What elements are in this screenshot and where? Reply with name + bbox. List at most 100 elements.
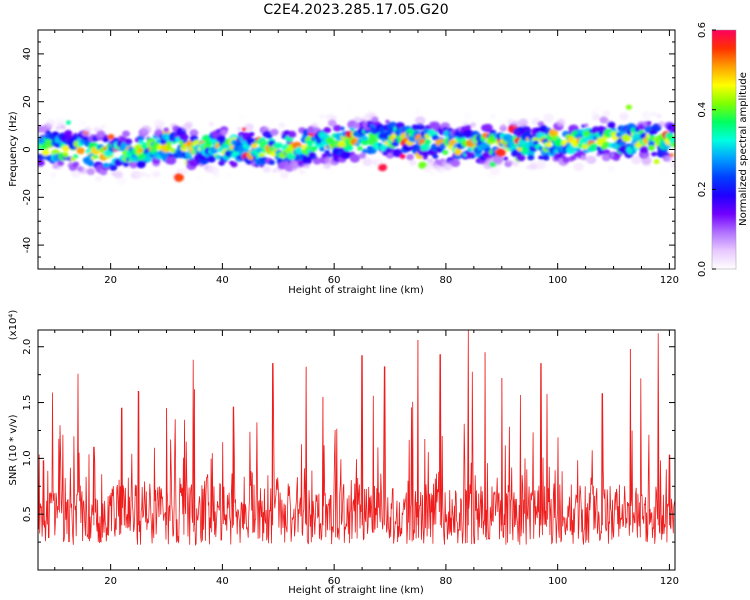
spectrogram-cell — [454, 149, 462, 156]
colorbar-label: Normalized spectral amplitude — [738, 72, 749, 226]
snr-series-line — [38, 330, 675, 547]
spectrogram-cell — [60, 124, 66, 130]
spectrogram-cell — [129, 161, 138, 169]
spectrogram-cell — [429, 171, 437, 177]
spectrogram-cell — [512, 161, 519, 167]
spectrogram-cell — [48, 176, 58, 185]
spectrogram-cell — [651, 111, 657, 117]
spectrogram-cell — [602, 110, 611, 118]
spectrogram-cell — [176, 168, 181, 173]
spectrogram-cell — [641, 155, 652, 165]
spectrogram-cell — [619, 112, 629, 121]
spectrogram-cell — [311, 146, 318, 151]
spectrogram-cell — [229, 145, 234, 150]
spectrogram-cell — [516, 153, 526, 162]
spectrogram-cell — [230, 161, 238, 168]
spectrogram-cell — [562, 156, 570, 164]
colorbar-frame — [711, 29, 737, 270]
spectrogram-cell — [223, 144, 230, 151]
snr-x-tick-label: 20 — [104, 576, 117, 587]
spectrogram-cell — [45, 119, 56, 128]
spectrogram-cell — [377, 163, 388, 172]
spectrogram-cell — [173, 173, 184, 182]
spectrogram-cell — [464, 124, 472, 131]
spectrogram-cell — [94, 175, 102, 182]
spectrogram-cell — [251, 143, 258, 149]
spectrogram-cell — [184, 121, 193, 129]
spectrogram-cell — [625, 104, 633, 110]
spectrogram-cell — [361, 148, 368, 154]
spectrogram-cell — [669, 153, 674, 158]
spectrogram-cell — [503, 133, 514, 143]
spectrogram-cell — [659, 167, 670, 177]
spectrogram-cell — [145, 152, 152, 158]
spectrogram-cell — [422, 152, 429, 158]
spectrogram-cell — [38, 159, 45, 167]
spectrogram-cell — [159, 138, 168, 146]
spectrogram-cell — [424, 139, 432, 145]
spectrogram-cell — [319, 113, 326, 119]
spectrogram-cell — [57, 160, 65, 167]
spectrogram-cell — [226, 172, 233, 178]
spectrogram-cell — [387, 153, 393, 158]
spectrogram-cell — [119, 177, 128, 184]
spectrogram-cell — [276, 142, 283, 149]
spectrogram-cell — [361, 135, 368, 141]
spectrogram-cell — [280, 171, 289, 179]
spectrogram-cell — [525, 131, 531, 136]
spectrogram-cell — [538, 155, 544, 160]
spectrogram-cell — [71, 170, 81, 178]
spectrogram-cell — [495, 148, 506, 157]
spectrogram-cell — [432, 154, 439, 159]
spectrogram-cell — [61, 145, 70, 152]
colorbar-gradient — [712, 30, 736, 269]
spectrogram-cell — [189, 129, 199, 137]
spectrogram-cell — [208, 121, 215, 127]
spectrogram-cell — [548, 128, 559, 137]
spectrogram-cell — [387, 101, 393, 106]
snr-x-tick-label: 60 — [328, 576, 341, 587]
spectrogram-cell — [52, 131, 59, 137]
spectrogram-cell — [237, 114, 246, 121]
spectrogram-cell — [327, 153, 333, 158]
spectrogram-cell — [324, 149, 330, 155]
spectrogram-cell — [163, 127, 169, 133]
spectrogram-cell — [312, 157, 322, 165]
spectrogram-cell — [262, 166, 271, 173]
spectrogram-y-label: Frequency (Hz) — [8, 111, 19, 187]
snr-x-tick-label: 120 — [660, 576, 679, 587]
spectrogram-cell — [99, 168, 108, 176]
spectrogram-cell — [305, 139, 314, 147]
spectrogram-x-tick-label: 120 — [660, 275, 679, 286]
snr-y-tick-label: 1.0 — [22, 450, 33, 466]
spectrogram-cell — [79, 167, 88, 175]
spectrogram-cell — [511, 120, 520, 128]
colorbar-tick-label: 0.0 — [697, 261, 708, 277]
spectrogram-cell — [639, 145, 649, 154]
spectrogram-x-tick-label: 60 — [328, 275, 341, 286]
spectrogram-cell — [41, 149, 50, 156]
spectrogram-cell — [490, 114, 496, 119]
spectrogram-cell — [209, 166, 219, 175]
spectrogram-cell — [527, 154, 535, 161]
spectrogram-cell — [631, 155, 642, 165]
spectrogram-cell — [130, 170, 142, 180]
spectrogram-cell — [268, 159, 275, 165]
spectrogram-cell — [352, 165, 358, 170]
snr-x-axis: 20 40 60 80 100 120 — [54, 330, 679, 587]
spectrogram-cell — [136, 160, 146, 169]
spectrogram-cell — [265, 133, 273, 139]
spectrogram-cell — [353, 116, 361, 123]
spectrogram-cell — [670, 162, 675, 168]
spectrogram-cell — [327, 169, 337, 177]
colorbar: 0.0 0.2 0.4 0.6 Normalized spectral amplitu… — [697, 22, 749, 277]
snr-x-tick-label: 100 — [548, 576, 567, 587]
spectrogram-cell — [258, 152, 265, 158]
spectrogram-cell — [346, 105, 354, 111]
colorbar-tick-label: 0.2 — [697, 181, 708, 197]
spectrogram-cell — [85, 126, 92, 132]
spectrogram-cell — [507, 160, 514, 165]
spectrogram-cell — [146, 173, 152, 178]
spectrogram-cell — [542, 154, 550, 161]
spectrogram-cell — [535, 160, 547, 170]
